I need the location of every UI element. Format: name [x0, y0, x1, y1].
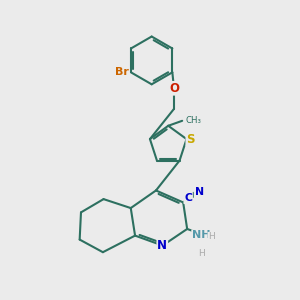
Text: C: C: [184, 193, 192, 203]
Text: O: O: [169, 82, 179, 95]
Text: H: H: [208, 232, 214, 241]
Text: N: N: [194, 188, 204, 197]
Text: N: N: [157, 239, 167, 252]
Text: H: H: [198, 249, 205, 258]
Text: CH₃: CH₃: [185, 116, 202, 125]
Text: Br: Br: [115, 67, 129, 77]
Text: NH: NH: [192, 230, 210, 240]
Text: S: S: [186, 133, 195, 146]
